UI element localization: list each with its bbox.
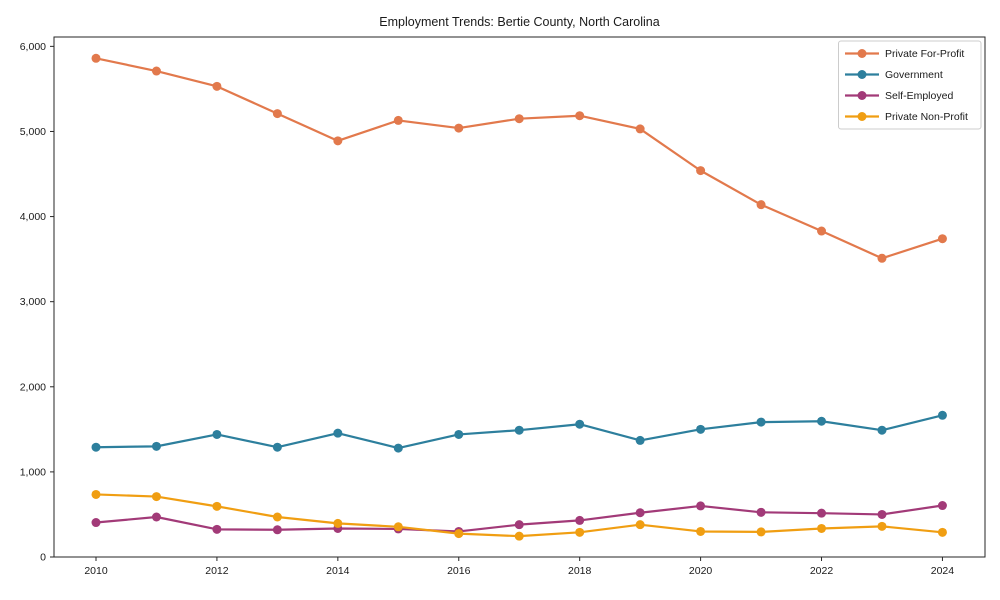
x-tick-label: 2018: [568, 565, 592, 577]
y-tick-label: 1,000: [20, 466, 46, 478]
x-tick-label: 2020: [689, 565, 713, 577]
data-point: [756, 507, 766, 517]
legend-item-government: Government: [845, 69, 943, 81]
data-point: [393, 522, 403, 532]
data-point: [696, 501, 706, 511]
data-point: [635, 508, 645, 518]
data-point: [937, 501, 947, 511]
series-self-employed: [91, 501, 947, 536]
data-point: [817, 508, 827, 518]
series-private-non-profit: [91, 489, 947, 541]
data-point: [393, 115, 403, 125]
data-point: [91, 518, 101, 528]
y-tick-label: 5,000: [20, 126, 46, 138]
data-point: [212, 81, 222, 91]
legend-label: Government: [885, 69, 943, 81]
data-point: [333, 136, 343, 146]
data-point: [91, 489, 101, 499]
x-axis: 2010 2012 2014 2016 2018 2020 2022 2024: [84, 557, 954, 577]
series-private-for-profit: [91, 53, 947, 263]
data-point: [817, 226, 827, 236]
data-point: [514, 520, 524, 530]
data-point: [272, 442, 282, 452]
x-tick-label: 2024: [931, 565, 955, 577]
data-point: [877, 425, 887, 435]
data-point: [635, 435, 645, 445]
data-point: [575, 111, 585, 121]
y-tick-label: 6,000: [20, 41, 46, 53]
data-point: [756, 417, 766, 427]
data-point: [272, 512, 282, 522]
series-line-private-for-profit: [95, 57, 943, 260]
x-tick-label: 2022: [810, 565, 834, 577]
data-point: [937, 527, 947, 537]
data-point: [212, 429, 222, 439]
data-point: [575, 515, 585, 525]
legend: Private For-Profit Government Self-Employe…: [838, 40, 982, 130]
data-point: [212, 501, 222, 511]
x-tick-label: 2012: [205, 565, 229, 577]
legend-label: Self-Employed: [885, 90, 953, 102]
data-point: [151, 492, 161, 502]
data-point: [91, 442, 101, 452]
data-point: [696, 526, 706, 536]
y-axis: 0 1,000 2,000 3,000 4,000 5,000 6,000: [20, 41, 54, 564]
data-point: [272, 525, 282, 535]
x-tick-label: 2014: [326, 565, 350, 577]
legend-marker-icon: [857, 70, 867, 79]
data-point: [333, 428, 343, 438]
legend-marker-icon: [857, 91, 867, 100]
data-point: [575, 527, 585, 537]
legend-item-private-non-profit: Private Non-Profit: [845, 111, 968, 123]
data-point: [393, 443, 403, 453]
data-point: [151, 441, 161, 451]
data-point: [212, 524, 222, 534]
data-point: [817, 523, 827, 533]
data-point: [514, 114, 524, 124]
data-point: [937, 410, 947, 420]
legend-label: Private For-Profit: [885, 48, 964, 60]
y-tick-label: 0: [40, 552, 46, 564]
data-point: [937, 234, 947, 244]
data-point: [877, 521, 887, 531]
data-point: [635, 520, 645, 530]
data-point: [756, 527, 766, 537]
data-point: [91, 53, 101, 63]
y-tick-label: 4,000: [20, 211, 46, 223]
data-point: [514, 425, 524, 435]
data-point: [696, 424, 706, 434]
data-point: [575, 419, 585, 429]
legend-label: Private Non-Profit: [885, 111, 968, 123]
data-point: [756, 200, 766, 210]
x-tick-label: 2016: [447, 565, 471, 577]
data-point: [272, 109, 282, 119]
legend-item-private-for-profit: Private For-Profit: [845, 48, 964, 60]
legend-marker-icon: [857, 112, 867, 121]
data-point: [151, 512, 161, 522]
data-point: [454, 123, 464, 133]
y-tick-label: 2,000: [20, 381, 46, 393]
data-point: [454, 429, 464, 439]
data-point: [333, 518, 343, 528]
chart-title: Employment Trends: Bertie County, North …: [379, 15, 659, 29]
data-point: [877, 509, 887, 519]
x-tick-label: 2010: [84, 565, 108, 577]
plot-frame: [53, 36, 986, 558]
data-point: [514, 531, 524, 541]
data-point: [877, 253, 887, 263]
legend-box: [838, 40, 982, 130]
legend-item-self-employed: Self-Employed: [845, 90, 953, 102]
data-point: [696, 166, 706, 176]
data-point: [454, 529, 464, 539]
y-tick-label: 3,000: [20, 296, 46, 308]
data-point: [817, 416, 827, 426]
series-government: [91, 410, 947, 453]
legend-marker-icon: [857, 49, 867, 58]
data-point: [635, 124, 645, 134]
data-point: [151, 66, 161, 76]
